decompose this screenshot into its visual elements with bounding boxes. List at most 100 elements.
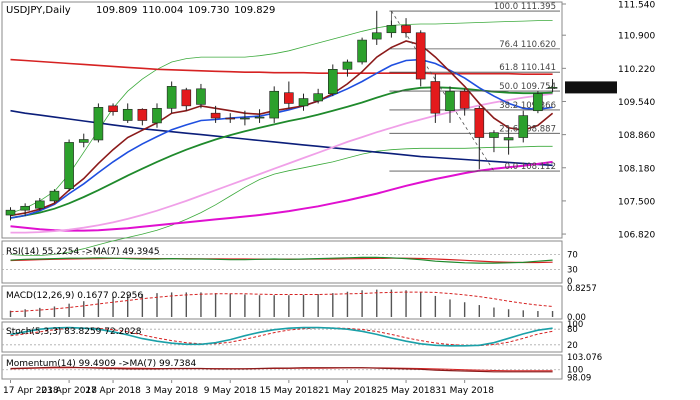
candle: [34, 197, 45, 211]
candle: [533, 91, 543, 114]
candle: [20, 203, 30, 217]
candle: [210, 105, 221, 123]
macd-signal-line: [10, 291, 553, 313]
bull-candle-body: [152, 108, 162, 124]
candle: [327, 64, 338, 97]
bear-candle-body: [137, 108, 148, 121]
stochastic-axis-label: 80: [567, 325, 578, 335]
bear-candle-body: [474, 108, 485, 138]
momentum-line: [10, 366, 553, 373]
candle: [108, 103, 118, 116]
moving-average-line-blue: [10, 58, 553, 219]
bear-candle-body: [181, 89, 192, 107]
fib-level-label: 38.2 109.366: [499, 101, 556, 111]
bull-candle-body: [503, 137, 514, 141]
bull-candle-body: [20, 205, 30, 211]
candle: [489, 130, 499, 153]
bull-candle-body: [357, 39, 367, 63]
bull-candle-body: [254, 116, 265, 119]
bull-candle-body: [327, 69, 338, 94]
moving-average-line-darkred: [10, 40, 554, 217]
stochastic-axis-label: 100: [567, 320, 583, 330]
bear-candle-body: [459, 90, 470, 109]
candle: [93, 103, 104, 143]
moving-average-line-green: [10, 86, 553, 219]
candle: [430, 74, 441, 123]
macd-axis-label: 0.00: [567, 313, 586, 323]
price-axis-label: 109.540: [618, 98, 655, 108]
candle: [459, 88, 470, 116]
fib-level-label: 100.0 111.395: [494, 2, 556, 12]
momentum-panel-frame: [1, 354, 563, 380]
bull-candle-body: [196, 88, 206, 105]
candle: [445, 86, 455, 123]
candle: [284, 81, 294, 109]
date-axis-label: 23 Apr 2018: [41, 386, 97, 396]
fib-level-label: 0.0 108.112: [505, 162, 556, 172]
candle: [166, 81, 177, 114]
stoch-legend: Stoch(5,3,3) 83.8259 72.2028: [6, 327, 142, 337]
candle: [254, 109, 265, 123]
ohlc-low: 109.730: [188, 5, 229, 16]
bollinger-lower-line: [10, 145, 553, 256]
candle: [371, 10, 382, 45]
candle: [357, 37, 367, 65]
bull-candle-body: [342, 61, 353, 70]
candle: [137, 108, 148, 126]
candle: [547, 79, 558, 93]
momentum-axis-label: 100: [567, 366, 583, 376]
candle: [49, 189, 60, 203]
price-panel-frame: [1, 1, 563, 239]
candle: [342, 59, 353, 77]
moving-average-line-magenta: [10, 160, 553, 232]
candle: [152, 103, 162, 128]
price-axis-label: 108.860: [618, 131, 655, 141]
rsi-legend: RSI(14) 55.2254 ->MA(7) 49.3945: [6, 247, 160, 257]
current-price-label: 109.829: [618, 83, 664, 94]
stoch-k-line: [10, 326, 553, 347]
bull-candle-body: [533, 93, 543, 112]
candle: [401, 18, 411, 38]
stochastic-plot: [2, 326, 562, 347]
candle: [196, 83, 206, 109]
moving-average-line-red: [10, 58, 553, 75]
ohlc-close: 109.829: [234, 5, 275, 16]
candle: [503, 127, 514, 155]
bull-candle-body: [298, 98, 309, 107]
rsi-axis-label: 0: [567, 277, 572, 287]
date-axis-label: 15 May 2018: [260, 386, 319, 396]
bull-candle-body: [313, 93, 323, 102]
fib-level-label: 50.0 109.754: [499, 82, 556, 92]
bull-candle-body: [269, 90, 280, 119]
candle: [5, 207, 16, 221]
date-axis-label: 9 May 2018: [204, 386, 257, 396]
bull-candle-body: [386, 25, 397, 34]
momentum-axis-label: 98.09: [567, 374, 591, 384]
momentum-legend: Momentum(14) 99.4909 ->MA(7) 99.7384: [6, 359, 197, 369]
price-axis-label: 106.820: [618, 231, 655, 241]
bull-candle-body: [78, 139, 89, 143]
bull-candle-body: [445, 90, 455, 112]
fib-anchor-connector: [391, 10, 495, 172]
bull-candle-body: [166, 86, 177, 109]
bull-candle-body: [518, 115, 529, 138]
momentum-plot: [2, 366, 562, 373]
ohlc-open: 109.809: [96, 5, 137, 16]
bear-candle-body: [108, 105, 118, 113]
candlesticks: [5, 10, 558, 221]
candle: [122, 103, 133, 123]
price-axis-label: 110.900: [618, 32, 655, 42]
momentum-axis-label: 103.076: [567, 353, 602, 363]
stochastic-axis-label: 20: [567, 341, 578, 351]
date-axis-label: 21 May 2018: [318, 386, 377, 396]
price-axis-label: 111.540: [618, 1, 655, 11]
fib-level-label: 76.4 110.620: [499, 40, 556, 50]
price-axis-label: 110.220: [618, 65, 655, 75]
macd-plot: [9, 289, 554, 317]
date-axis-label: 27 Apr 2018: [85, 386, 141, 396]
candle: [313, 88, 323, 104]
bull-candle-body: [489, 132, 499, 138]
bull-candle-body: [122, 108, 133, 121]
bull-candle-body: [240, 117, 250, 120]
